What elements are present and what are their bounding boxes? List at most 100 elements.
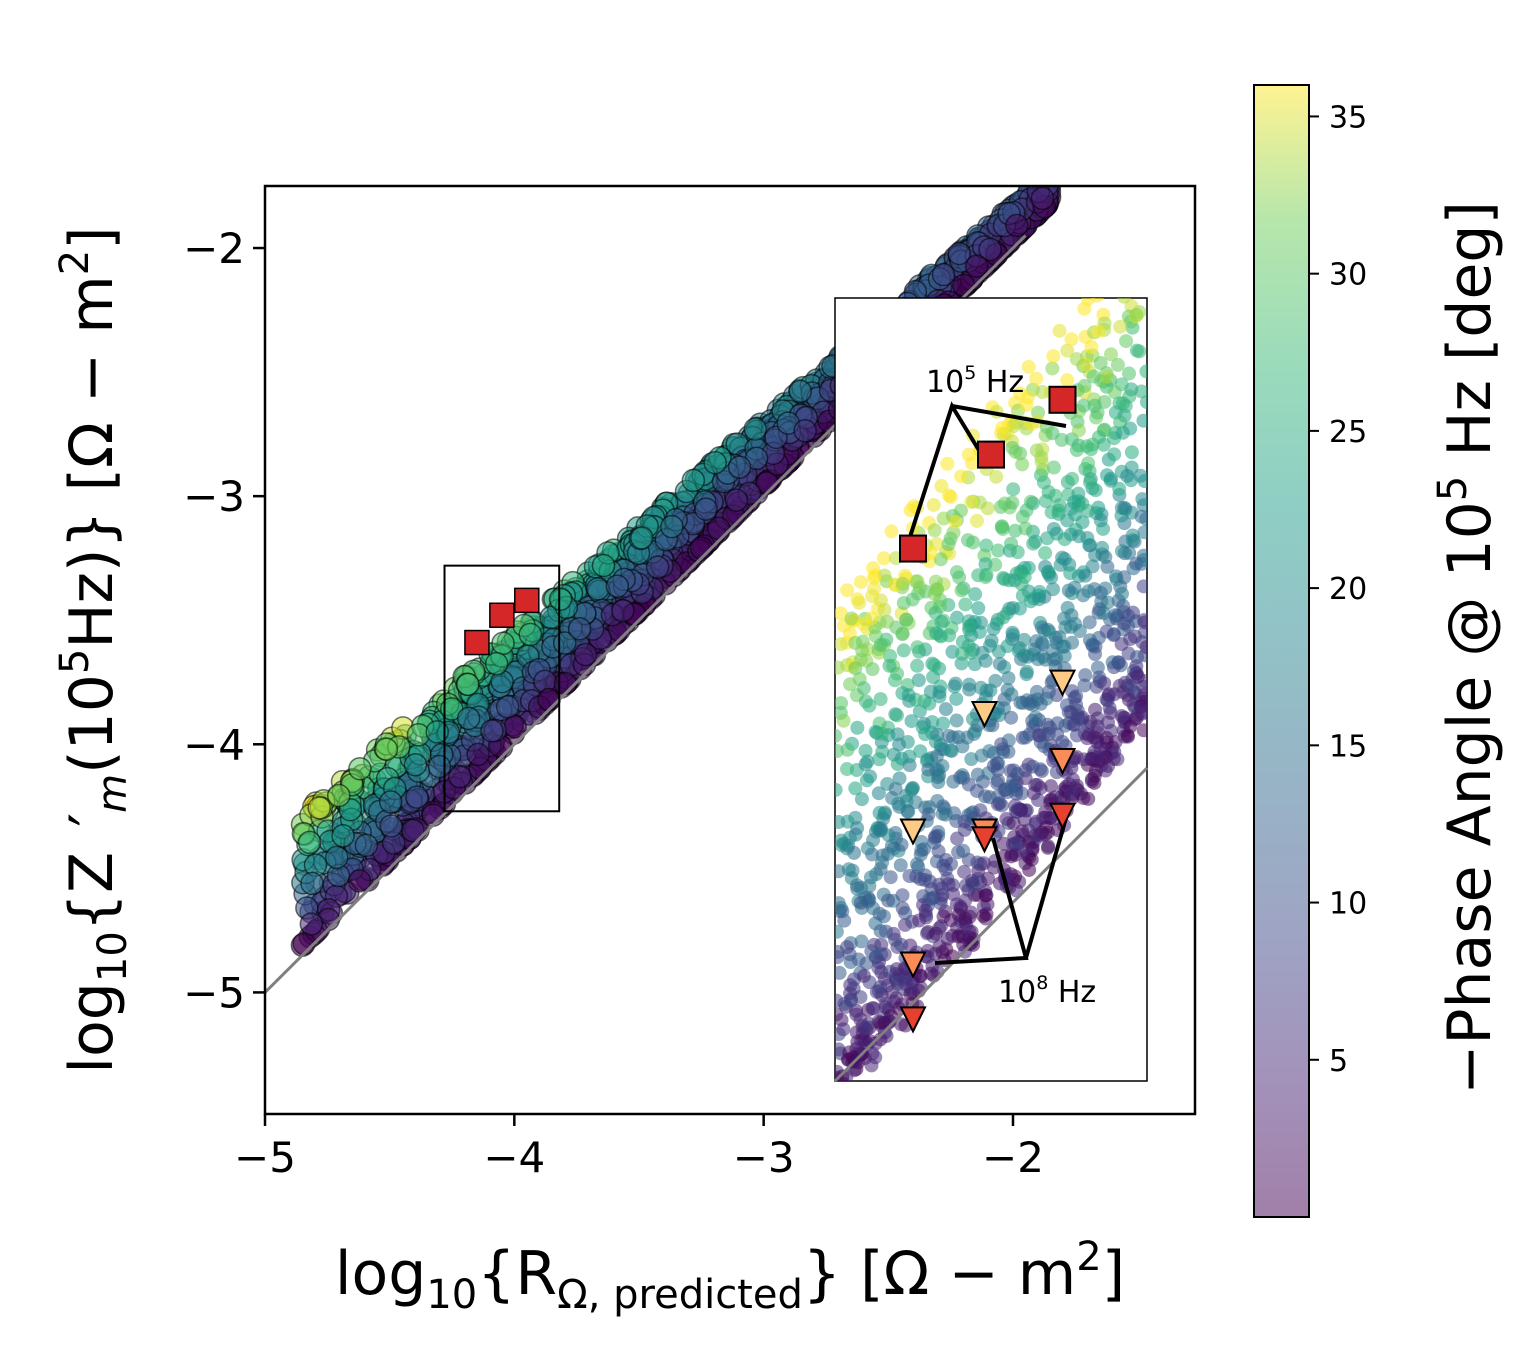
inset-point <box>1107 687 1122 702</box>
inset-point <box>1093 356 1108 371</box>
inset-point <box>890 727 905 742</box>
scatter-point <box>567 616 592 641</box>
inset-point <box>1019 667 1034 682</box>
inset-point <box>835 1081 849 1095</box>
inset-point <box>954 583 969 598</box>
inset-square <box>1048 385 1077 414</box>
inset-point <box>1122 366 1137 381</box>
inset-point <box>1029 684 1044 699</box>
inset-point <box>1067 580 1082 595</box>
inset-point <box>1022 696 1037 711</box>
scatter-point <box>347 869 372 893</box>
inset-point <box>891 796 906 811</box>
inset-point <box>888 781 903 796</box>
inset-point <box>965 873 980 888</box>
scatter-point <box>297 830 322 855</box>
inset-point <box>1001 744 1016 759</box>
inset-point <box>884 838 899 853</box>
scatter-point <box>591 553 616 578</box>
inset-point <box>913 744 928 759</box>
inset-point <box>1060 343 1075 358</box>
inset-point <box>1107 385 1122 400</box>
scatter-point <box>456 706 481 731</box>
inset-point <box>941 537 956 552</box>
inset-point <box>840 940 855 955</box>
inset-point <box>1069 352 1084 367</box>
inset-point <box>940 456 955 471</box>
inset-point <box>928 926 943 941</box>
inset-point <box>1046 582 1061 597</box>
inset-point <box>961 447 976 462</box>
inset-point <box>850 720 865 735</box>
scatter-point <box>548 587 573 611</box>
inset-point <box>899 612 914 627</box>
inset-point <box>1038 804 1053 819</box>
scatter-point <box>427 754 452 779</box>
inset-triangle <box>970 826 999 854</box>
inset-point <box>1028 710 1043 725</box>
inset-point <box>1092 670 1107 685</box>
scatter-point <box>706 516 731 541</box>
inset-point <box>1069 728 1084 743</box>
inset-point <box>895 627 910 642</box>
inset-point <box>965 711 980 726</box>
inset-point <box>1076 790 1091 805</box>
scatter-point <box>611 598 635 623</box>
inset-point <box>938 702 953 717</box>
inset-triangle <box>899 818 927 846</box>
inset-point <box>835 965 847 980</box>
inset-point <box>1019 503 1034 518</box>
inset-point <box>936 511 951 526</box>
highlight-squares <box>464 587 540 656</box>
inset-point <box>934 479 949 494</box>
inset-point <box>1108 608 1123 623</box>
scatter-point <box>300 871 324 896</box>
inset-point <box>1000 682 1015 697</box>
inset-point <box>986 746 1001 761</box>
inset-point <box>1087 398 1102 413</box>
inset-point <box>1100 369 1115 384</box>
inset-point <box>976 908 991 923</box>
inset-point <box>859 773 874 788</box>
inset-point <box>862 1034 877 1049</box>
inset-point <box>970 855 985 870</box>
inset-point <box>835 864 846 879</box>
scatter-point <box>518 622 543 647</box>
inset-point <box>981 871 996 886</box>
inset-square <box>977 440 1005 469</box>
inset-point <box>974 748 989 763</box>
scatter-point <box>466 742 490 767</box>
scatter-point <box>448 764 472 789</box>
inset-point <box>1040 531 1055 546</box>
inset-point <box>1008 444 1023 459</box>
inset-point <box>868 1050 883 1065</box>
inset-point <box>1046 349 1061 364</box>
inset-triangle <box>1048 747 1077 776</box>
inset-point <box>948 514 963 529</box>
inset-point <box>1117 570 1132 585</box>
inset-point <box>896 643 911 658</box>
inset-point <box>1115 586 1130 601</box>
inset-point <box>877 568 892 583</box>
inset-point <box>938 807 953 822</box>
inset-point <box>853 575 868 590</box>
inset-annotation-lines <box>907 401 1068 965</box>
inset-point <box>1064 705 1079 720</box>
inset-point <box>996 836 1011 851</box>
inset-point <box>853 895 868 910</box>
scatter-point <box>491 631 515 656</box>
inset-point <box>1040 840 1055 855</box>
annotation-line-high-freq-right <box>951 404 1067 428</box>
inset-point <box>1006 419 1021 434</box>
inset-point <box>1083 475 1098 490</box>
inset-point <box>1021 359 1036 374</box>
x-axis-ticks: −5 −4 −3 −2 <box>234 1114 1044 1182</box>
inset-point <box>884 524 899 539</box>
scatter-point <box>537 687 561 712</box>
main-scatter-points <box>290 186 1062 958</box>
inset-point <box>995 420 1010 435</box>
inset-point <box>872 752 887 767</box>
inset-point <box>872 805 887 820</box>
inset-point <box>1084 442 1099 457</box>
inset-point <box>936 909 951 924</box>
